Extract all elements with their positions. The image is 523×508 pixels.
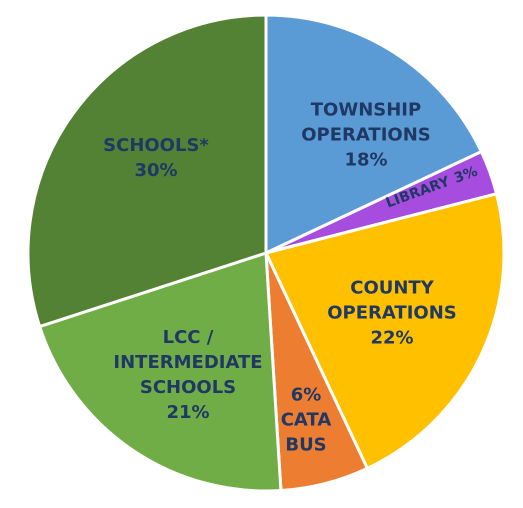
slice-label: SCHOOLS* 30% [81, 133, 231, 183]
value-label: 21% [166, 402, 210, 423]
category-label: COUNTY OPERATIONS [327, 277, 457, 324]
value-label: 3% [452, 163, 480, 187]
value-label: 6% [290, 384, 322, 406]
pie-slice [263, 191, 506, 471]
value-label: 18% [344, 149, 388, 171]
value-label: 22% [370, 327, 414, 349]
category-label: CATA BUS [280, 409, 332, 456]
slice-label: TOWNSHIP OPERATIONS 18% [279, 98, 454, 173]
pie-slice [264, 13, 484, 256]
value-label: 30% [134, 160, 178, 181]
slice-label: LCC / INTERMEDIATE SCHOOLS 21% [106, 325, 271, 425]
slice-label: COUNTY OPERATIONS 22% [297, 276, 487, 351]
slice-label: 6% CATA BUS [274, 383, 338, 458]
category-label: LCC / INTERMEDIATE SCHOOLS [113, 327, 263, 398]
category-label: TOWNSHIP OPERATIONS [301, 99, 431, 146]
pie-slice [37, 250, 283, 493]
category-label: SCHOOLS* [103, 135, 209, 156]
pie-slice [26, 13, 268, 329]
